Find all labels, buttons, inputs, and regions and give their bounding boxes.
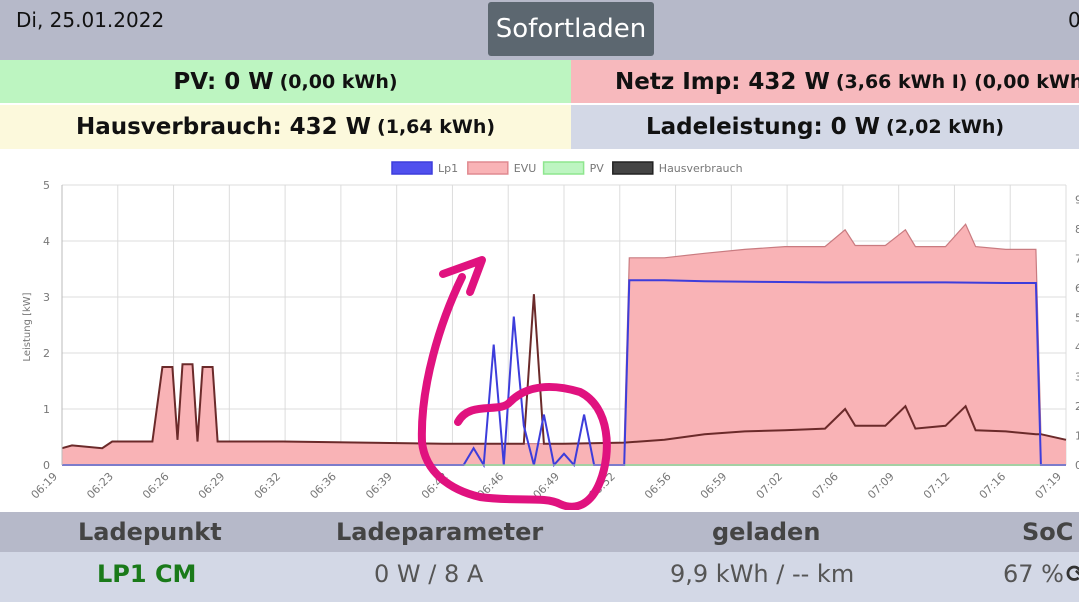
house-consumption-tile: Hausverbrauch: 432 W (1,64 kWh) xyxy=(0,105,571,149)
legend-swatch xyxy=(612,161,654,175)
charge-point-row[interactable]: LP1 CM 0 W / 8 A 9,9 kWh / -- km 67 % ⟳ xyxy=(0,552,1079,602)
y-tick-label: 1 xyxy=(43,403,50,416)
x-tick-label: 07:09 xyxy=(865,470,897,502)
y-tick-label: 3 xyxy=(43,291,50,304)
x-tick-label: 06:36 xyxy=(307,470,339,502)
right-tick-label: 1 xyxy=(1075,430,1079,443)
legend-label: Hausverbrauch xyxy=(659,162,743,175)
legend-swatch xyxy=(467,161,509,175)
x-tick-label: 06:56 xyxy=(642,470,674,502)
annotation-circle xyxy=(417,273,611,510)
x-tick-label: 06:29 xyxy=(196,470,228,502)
right-tick-label: 5 xyxy=(1075,312,1079,325)
charge-point-name[interactable]: LP1 CM xyxy=(97,560,197,588)
legend-item-pv[interactable]: PV xyxy=(542,161,605,175)
charging-power-detail: (2,02 kWh) xyxy=(886,116,1005,138)
x-tick-label: 06:39 xyxy=(363,470,395,502)
top-bar: Di, 25.01.2022 Sofortladen 0 xyxy=(0,0,1079,60)
x-tick-label: 06:59 xyxy=(698,470,730,502)
col-ladepunkt: Ladepunkt xyxy=(78,518,222,546)
x-tick-label: 07:02 xyxy=(754,470,786,502)
legend-item-hausverbrauch[interactable]: Hausverbrauch xyxy=(612,161,743,175)
house-consumption-detail: (1,64 kWh) xyxy=(377,116,496,138)
col-geladen: geladen xyxy=(712,518,821,546)
grid-import-label: Netz Imp: 432 W xyxy=(615,68,830,95)
x-tick-label: 06:26 xyxy=(140,470,172,502)
top-bar-right-fragment: 0 xyxy=(1068,8,1079,32)
right-tick-label: 2 xyxy=(1075,400,1079,413)
charged-energy: 9,9 kWh / -- km xyxy=(670,560,855,588)
right-tick-label: 8 xyxy=(1075,223,1079,236)
right-tick-label: 9 xyxy=(1075,194,1079,207)
x-tick-label: 07:06 xyxy=(809,470,841,502)
house-consumption-label: Hausverbrauch: 432 W xyxy=(75,114,372,140)
legend-label: EVU xyxy=(514,162,537,175)
annotation-arrow-head xyxy=(439,256,486,296)
right-tick-label: 4 xyxy=(1075,341,1079,354)
x-tick-label: 06:19 xyxy=(29,470,61,502)
legend-swatch xyxy=(542,161,585,175)
charge-points-header: Ladepunkt Ladeparameter geladen SoC xyxy=(0,512,1079,552)
hausverbrauch-line xyxy=(61,294,1067,450)
state-of-charge: 67 % xyxy=(1003,560,1064,588)
refresh-icon[interactable]: ⟳ xyxy=(1066,560,1079,588)
right-tick-label: 3 xyxy=(1075,371,1079,384)
charging-power-label: Ladeleistung: 0 W xyxy=(645,114,881,140)
pv-label: PV: 0 W xyxy=(173,68,274,95)
grid-import-detail: (3,66 kWh I) (0,00 kWh xyxy=(835,70,1079,93)
pv-tile: PV: 0 W (0,00 kWh) xyxy=(0,60,571,103)
date-label: Di, 25.01.2022 xyxy=(16,8,165,32)
pv-detail: (0,00 kWh) xyxy=(279,70,398,93)
y-tick-label: 0 xyxy=(43,459,50,472)
y-tick-label: 4 xyxy=(43,235,50,248)
x-tick-label: 07:12 xyxy=(921,470,953,502)
chart-legend[interactable]: Lp1 EVU PV Hausverbrauch xyxy=(391,161,743,175)
grid-import-tile: Netz Imp: 432 W (3,66 kWh I) (0,00 kWh xyxy=(571,60,1079,103)
right-tick-label: 7 xyxy=(1075,253,1079,266)
x-tick-label: 06:32 xyxy=(252,470,284,502)
legend-item-lp1[interactable]: Lp1 xyxy=(391,161,458,175)
y-axis-label: Leistung [kW] xyxy=(22,292,33,361)
charge-mode-button[interactable]: Sofortladen xyxy=(488,2,654,56)
y-tick-label: 2 xyxy=(43,347,50,360)
legend-item-evu[interactable]: EVU xyxy=(467,161,537,175)
charging-power-tile: Ladeleistung: 0 W (2,02 kWh) xyxy=(571,105,1079,149)
legend-label: PV xyxy=(590,162,605,175)
right-tick-label: 0 xyxy=(1075,459,1079,472)
x-tick-label: 07:19 xyxy=(1033,470,1065,502)
evu-area xyxy=(62,224,1066,465)
legend-swatch xyxy=(391,161,433,175)
col-soc: SoC xyxy=(1022,518,1074,546)
x-tick-label: 06:23 xyxy=(84,470,116,502)
legend-label: Lp1 xyxy=(438,162,458,175)
right-tick-label: 6 xyxy=(1075,282,1079,295)
charge-parameters: 0 W / 8 A xyxy=(374,560,484,588)
y-tick-label: 5 xyxy=(43,179,50,192)
x-tick-label: 07:16 xyxy=(977,470,1009,502)
col-ladeparameter: Ladeparameter xyxy=(336,518,544,546)
